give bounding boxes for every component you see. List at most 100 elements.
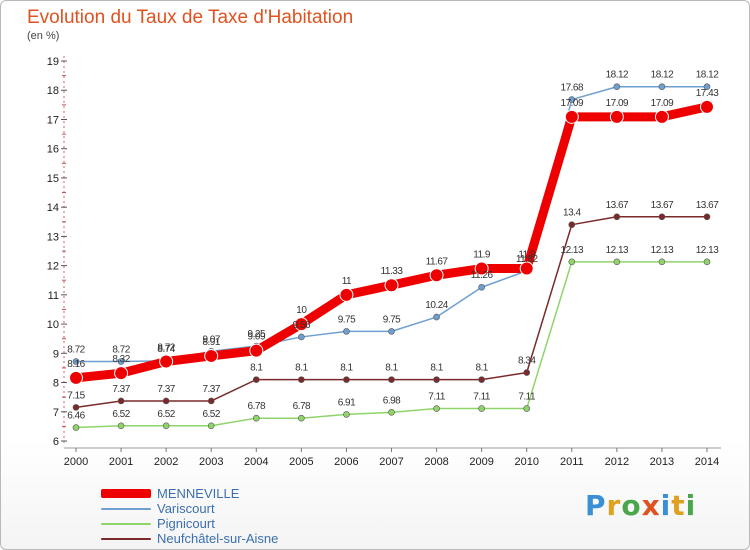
- data-label: 17.68: [561, 83, 584, 94]
- data-label: 11.33: [381, 266, 404, 277]
- data-point: [568, 258, 576, 266]
- y-tick-label: 8: [53, 378, 59, 390]
- data-label: 7.11: [473, 392, 491, 403]
- data-label: 13.67: [651, 200, 674, 211]
- proxiti-logo: Proxiti: [585, 489, 696, 522]
- data-point: [429, 268, 444, 283]
- legend-swatch: [101, 507, 151, 510]
- y-tick-label: 18: [47, 85, 59, 97]
- logo-letter: r: [606, 489, 622, 522]
- data-point: [703, 83, 711, 91]
- data-point: [343, 376, 350, 383]
- data-label: 9.75: [383, 314, 401, 325]
- chart-axes: 6 7 8 9 10 11 12 13 14 15 16 17 18 19 2000 2001 2002 2003…: [47, 56, 721, 468]
- y-tick-label: 9: [53, 348, 59, 360]
- data-point: [523, 369, 531, 376]
- data-point: [249, 343, 264, 358]
- logo-letter: P: [585, 489, 607, 522]
- data-label: 18.12: [696, 70, 719, 81]
- data-label: 12.13: [696, 245, 719, 256]
- x-tick-label: 2011: [560, 456, 584, 468]
- data-point: [162, 397, 170, 405]
- data-point: [388, 409, 395, 416]
- data-point: [252, 376, 260, 383]
- data-point: [162, 422, 170, 430]
- legend-swatch: [101, 489, 151, 498]
- data-label: 8.1: [340, 363, 353, 374]
- y-tick-label: 15: [47, 173, 59, 185]
- data-point: [159, 354, 174, 369]
- y-tick-label: 7: [53, 407, 59, 419]
- data-point: [388, 376, 395, 383]
- logo-letter: i: [685, 489, 697, 522]
- data-point: [519, 261, 534, 276]
- data-point: [654, 109, 669, 124]
- data-point: [204, 348, 219, 363]
- data-label: 8.91: [202, 337, 220, 348]
- data-label: 9.56: [293, 320, 311, 331]
- legend-item: Pignicourt: [101, 516, 278, 531]
- data-point: [298, 333, 305, 341]
- data-label: 17.09: [651, 98, 674, 109]
- data-label: 7.37: [157, 384, 175, 395]
- x-tick-label: 2008: [424, 456, 448, 468]
- x-tick-label: 2003: [199, 456, 223, 468]
- data-label: 11.82: [516, 254, 539, 265]
- data-label: 6.46: [67, 411, 85, 422]
- data-point: [658, 213, 666, 221]
- data-label: 10.24: [425, 300, 448, 311]
- data-point: [388, 328, 395, 335]
- data-point: [474, 261, 489, 276]
- data-point: [478, 376, 485, 383]
- data-label: 8.1: [250, 363, 263, 374]
- y-tick-label: 13: [47, 231, 59, 243]
- data-label: 8.1: [385, 363, 398, 374]
- legend-swatch: [101, 537, 151, 540]
- legend-label: Neufchâtel-sur-Aisne: [157, 531, 279, 546]
- data-label: 8.34: [518, 356, 536, 367]
- data-point: [433, 313, 440, 321]
- data-point: [252, 414, 260, 422]
- data-label: 7.15: [67, 390, 85, 401]
- data-label: 11.67: [426, 256, 449, 267]
- data-point: [343, 411, 350, 418]
- data-point: [613, 83, 621, 91]
- data-label: 6.52: [157, 409, 175, 420]
- data-point: [298, 414, 305, 422]
- logo-letter: x: [641, 489, 661, 522]
- data-point: [478, 405, 485, 412]
- data-point: [478, 283, 485, 291]
- legend-label: Variscourt: [157, 501, 215, 516]
- data-point: [72, 358, 80, 365]
- x-tick-label: 2000: [64, 456, 88, 468]
- logo-letter: i: [660, 489, 672, 522]
- data-label: 7.37: [112, 384, 130, 395]
- data-label: 9.09: [248, 332, 266, 343]
- data-point: [703, 258, 711, 266]
- data-point: [433, 405, 440, 412]
- data-label: 7.37: [202, 384, 220, 395]
- y-tick-label: 10: [47, 319, 59, 331]
- data-point: [117, 422, 125, 430]
- logo-letter: t: [671, 489, 686, 522]
- data-label: 6.98: [383, 395, 401, 406]
- data-point: [700, 99, 714, 114]
- y-tick-label: 17: [47, 114, 59, 126]
- data-label: 11.26: [471, 270, 494, 281]
- data-point: [613, 213, 621, 221]
- data-label: 8.72: [112, 344, 130, 355]
- data-point: [72, 404, 80, 411]
- data-label: 6.52: [112, 409, 130, 420]
- data-point: [294, 317, 309, 332]
- data-label: 8.1: [295, 363, 308, 374]
- data-label: 8.74: [157, 344, 175, 355]
- x-tick-label: 2005: [289, 456, 313, 468]
- data-label: 18.12: [606, 70, 629, 81]
- data-label: 9.25: [248, 329, 266, 340]
- data-point: [658, 83, 666, 91]
- legend: MENNEVILLE Variscourt Pignicourt Neufchâtel…: [101, 486, 278, 546]
- x-tick-label: 2010: [514, 456, 538, 468]
- series-line: [71, 102, 712, 383]
- data-label: 11.9: [473, 250, 491, 261]
